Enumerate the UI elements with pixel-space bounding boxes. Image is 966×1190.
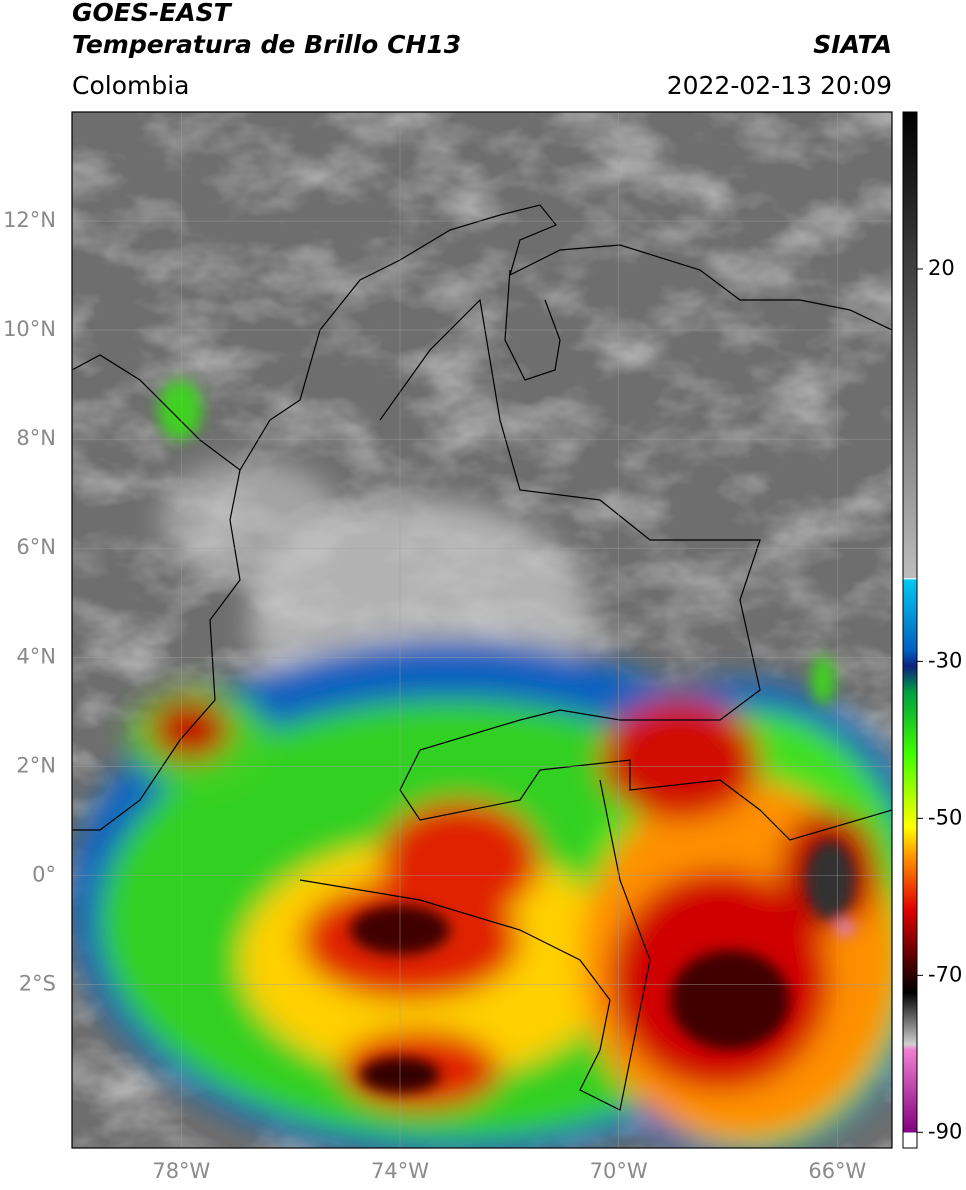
x-tick-label: 78°W bbox=[152, 1159, 210, 1183]
y-tick-label: 6°N bbox=[16, 535, 56, 559]
x-tick-label: 70°W bbox=[590, 1159, 648, 1183]
datetime: 2022-02-13 20:09 bbox=[667, 71, 892, 100]
colorbar bbox=[902, 111, 918, 1149]
y-tick-label: 12°N bbox=[3, 208, 56, 232]
map-frame bbox=[71, 111, 893, 1149]
colorbar-tick-label: -30 bbox=[928, 648, 962, 672]
y-tick-label: 2°S bbox=[19, 971, 56, 995]
x-tick-label: 74°W bbox=[371, 1159, 429, 1183]
title: GOES-EAST bbox=[72, 0, 233, 27]
colorbar-tick-label: 20 bbox=[928, 256, 955, 280]
x-tick-label: 66°W bbox=[808, 1159, 866, 1183]
subtitle: Temperatura de Brillo CH13 bbox=[72, 30, 461, 59]
y-tick-label: 2°N bbox=[16, 753, 56, 777]
y-tick-label: 10°N bbox=[3, 317, 56, 341]
source: SIATA bbox=[813, 30, 892, 59]
colorbar-tick-label: -50 bbox=[928, 805, 962, 829]
satellite-image bbox=[72, 112, 892, 1148]
colorbar-tick-label: -70 bbox=[928, 962, 962, 986]
colorbar-tick-label: -90 bbox=[928, 1119, 962, 1143]
y-tick-label: 0° bbox=[32, 862, 56, 886]
y-tick-label: 8°N bbox=[16, 426, 56, 450]
y-tick-label: 4°N bbox=[16, 644, 56, 668]
region: Colombia bbox=[72, 71, 189, 100]
